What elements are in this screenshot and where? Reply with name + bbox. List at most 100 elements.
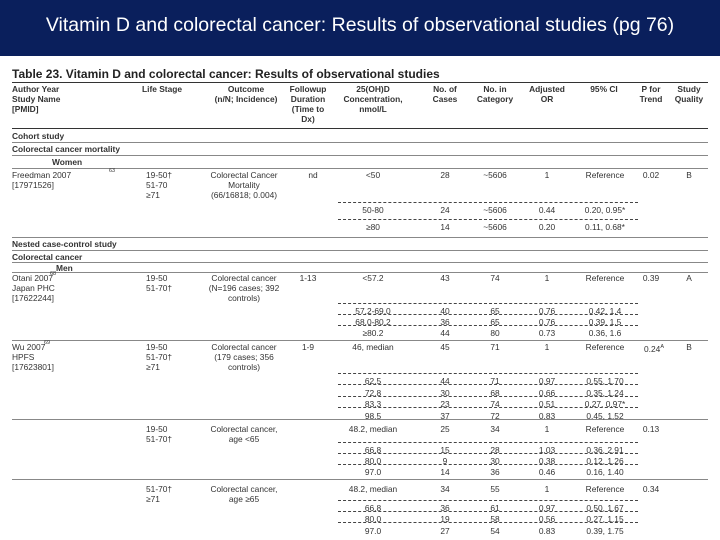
p-trend: 0.24A: [644, 342, 664, 354]
row-95ci: 0.55, 1.70: [586, 376, 624, 386]
header-bottom-rule: [12, 128, 708, 129]
row-25ohd: 98.5: [364, 411, 382, 421]
row-cases: 23: [440, 399, 450, 409]
p-trend-superscript: A: [660, 344, 664, 350]
row-separator: [338, 325, 638, 326]
row-adjusted-or: 0.44: [538, 205, 556, 215]
row-category: 61: [490, 503, 500, 513]
study-author: Freedman 2007 [17971526]: [12, 170, 71, 190]
row-25ohd: ≥80.2: [362, 328, 384, 338]
row-25ohd: 80.0: [364, 456, 382, 466]
reference-superscript: 69: [44, 340, 51, 346]
row-separator: [338, 522, 638, 523]
row-95ci: Reference: [585, 424, 625, 434]
section-nested: Nested case-control study: [12, 239, 117, 249]
row-category: 80: [490, 328, 500, 338]
row-25ohd: <50: [365, 170, 381, 180]
study-quality: B: [686, 342, 692, 352]
row-adjusted-or: 1: [544, 424, 550, 434]
row-cases: 45: [440, 342, 450, 352]
row-cases: 15: [440, 445, 450, 455]
section-cohort: Cohort study: [12, 131, 65, 141]
life-stage: 51-70† ≥71: [146, 484, 173, 504]
row-separator: [338, 511, 638, 512]
row-category: 58: [490, 514, 500, 524]
row-cases: 25: [440, 424, 450, 434]
row-adjusted-or: 0.97: [538, 376, 556, 386]
header-top-rule: [12, 82, 708, 83]
rule: [12, 419, 708, 420]
row-95ci: 0.16, 1.40: [586, 467, 624, 477]
row-separator: [338, 464, 638, 465]
row-cases: 14: [440, 222, 450, 232]
row-adjusted-or: 0.73: [538, 328, 556, 338]
table-image: Table 23. Vitamin D and colorectal cance…: [8, 62, 712, 540]
row-category: 54: [490, 526, 500, 536]
row-95ci: Reference: [585, 342, 625, 352]
header-life-stage: Life Stage: [142, 84, 183, 94]
row-separator: [338, 384, 638, 385]
header-author: Author Year Study Name [PMID]: [12, 84, 61, 114]
header-p-trend: P for Trend: [639, 84, 663, 104]
section-crc-mortality: Colorectal cancer mortality: [12, 144, 120, 154]
row-category: 55: [490, 484, 500, 494]
outcome: Colorectal cancer (N=196 cases; 392 cont…: [208, 273, 280, 303]
row-adjusted-or: 0.83: [538, 411, 556, 421]
row-adjusted-or: 0.76: [538, 317, 556, 327]
row-95ci: 0.12, 1.26: [586, 456, 624, 466]
rule: [12, 237, 708, 238]
row-95ci: 0.39, 1.5: [588, 317, 622, 327]
row-separator: [338, 373, 638, 374]
row-separator: [338, 407, 638, 408]
row-adjusted-or: 0.76: [538, 306, 556, 316]
row-95ci: 0.45, 1.52: [586, 411, 624, 421]
row-95ci: 0.39, 1.75: [586, 526, 624, 536]
row-separator: [338, 453, 638, 454]
row-separator: [338, 442, 638, 443]
row-category: 71: [490, 342, 500, 352]
header-outcome: Outcome (n/N; Incidence): [214, 84, 278, 104]
row-25ohd: <57.2: [362, 273, 384, 283]
row-cases: 19: [440, 514, 450, 524]
row-95ci: 0.27, 1.15: [586, 514, 624, 524]
row-cases: 27: [440, 526, 450, 536]
header-cases: No. of Cases: [432, 84, 458, 104]
row-cases: 24: [440, 205, 450, 215]
p-trend: 0.34: [642, 484, 660, 494]
row-25ohd: 46, median: [352, 342, 394, 352]
row-category: 28: [490, 445, 500, 455]
study-quality: B: [686, 170, 692, 180]
row-adjusted-or: 1: [544, 342, 550, 352]
life-stage: 19-50 51-70† ≥71: [146, 342, 173, 372]
row-95ci: 0.11, 0.68*: [585, 222, 625, 232]
row-adjusted-or: 0.97: [538, 503, 556, 513]
row-separator: [338, 202, 638, 203]
row-adjusted-or: 0.51: [538, 399, 556, 409]
row-95ci: 0.36, 1.6: [588, 328, 622, 338]
row-25ohd: 66.8: [364, 503, 382, 513]
subsection-women: Women: [52, 157, 83, 167]
subsection-men: Men: [56, 263, 73, 273]
row-95ci: 0.27, 0.97*: [584, 399, 626, 409]
header-95ci: 95% CI: [590, 84, 618, 94]
row-cases: 37: [440, 411, 450, 421]
row-25ohd: 97.0: [364, 526, 382, 536]
row-adjusted-or: 1: [544, 273, 550, 283]
row-95ci: Reference: [585, 484, 625, 494]
header-followup: Followup Duration (Time to Dx): [289, 84, 327, 124]
life-stage: 19-50 51-70†: [146, 273, 173, 293]
rule: [12, 168, 708, 169]
row-95ci: 0.35, 1.24: [586, 388, 624, 398]
row-cases: 36: [440, 503, 450, 513]
study-quality: A: [686, 273, 692, 283]
row-separator: [338, 314, 638, 315]
rule: [12, 262, 708, 263]
row-adjusted-or: 0.38: [538, 456, 556, 466]
rule: [12, 272, 708, 273]
row-cases: 14: [440, 467, 450, 477]
study-author: Otani 2007 Japan PHC [17622244]: [12, 273, 55, 303]
row-category: 74: [490, 273, 500, 283]
row-category: ~5606: [483, 205, 507, 215]
row-adjusted-or: 1: [544, 170, 550, 180]
header-quality: Study Quality: [674, 84, 704, 104]
